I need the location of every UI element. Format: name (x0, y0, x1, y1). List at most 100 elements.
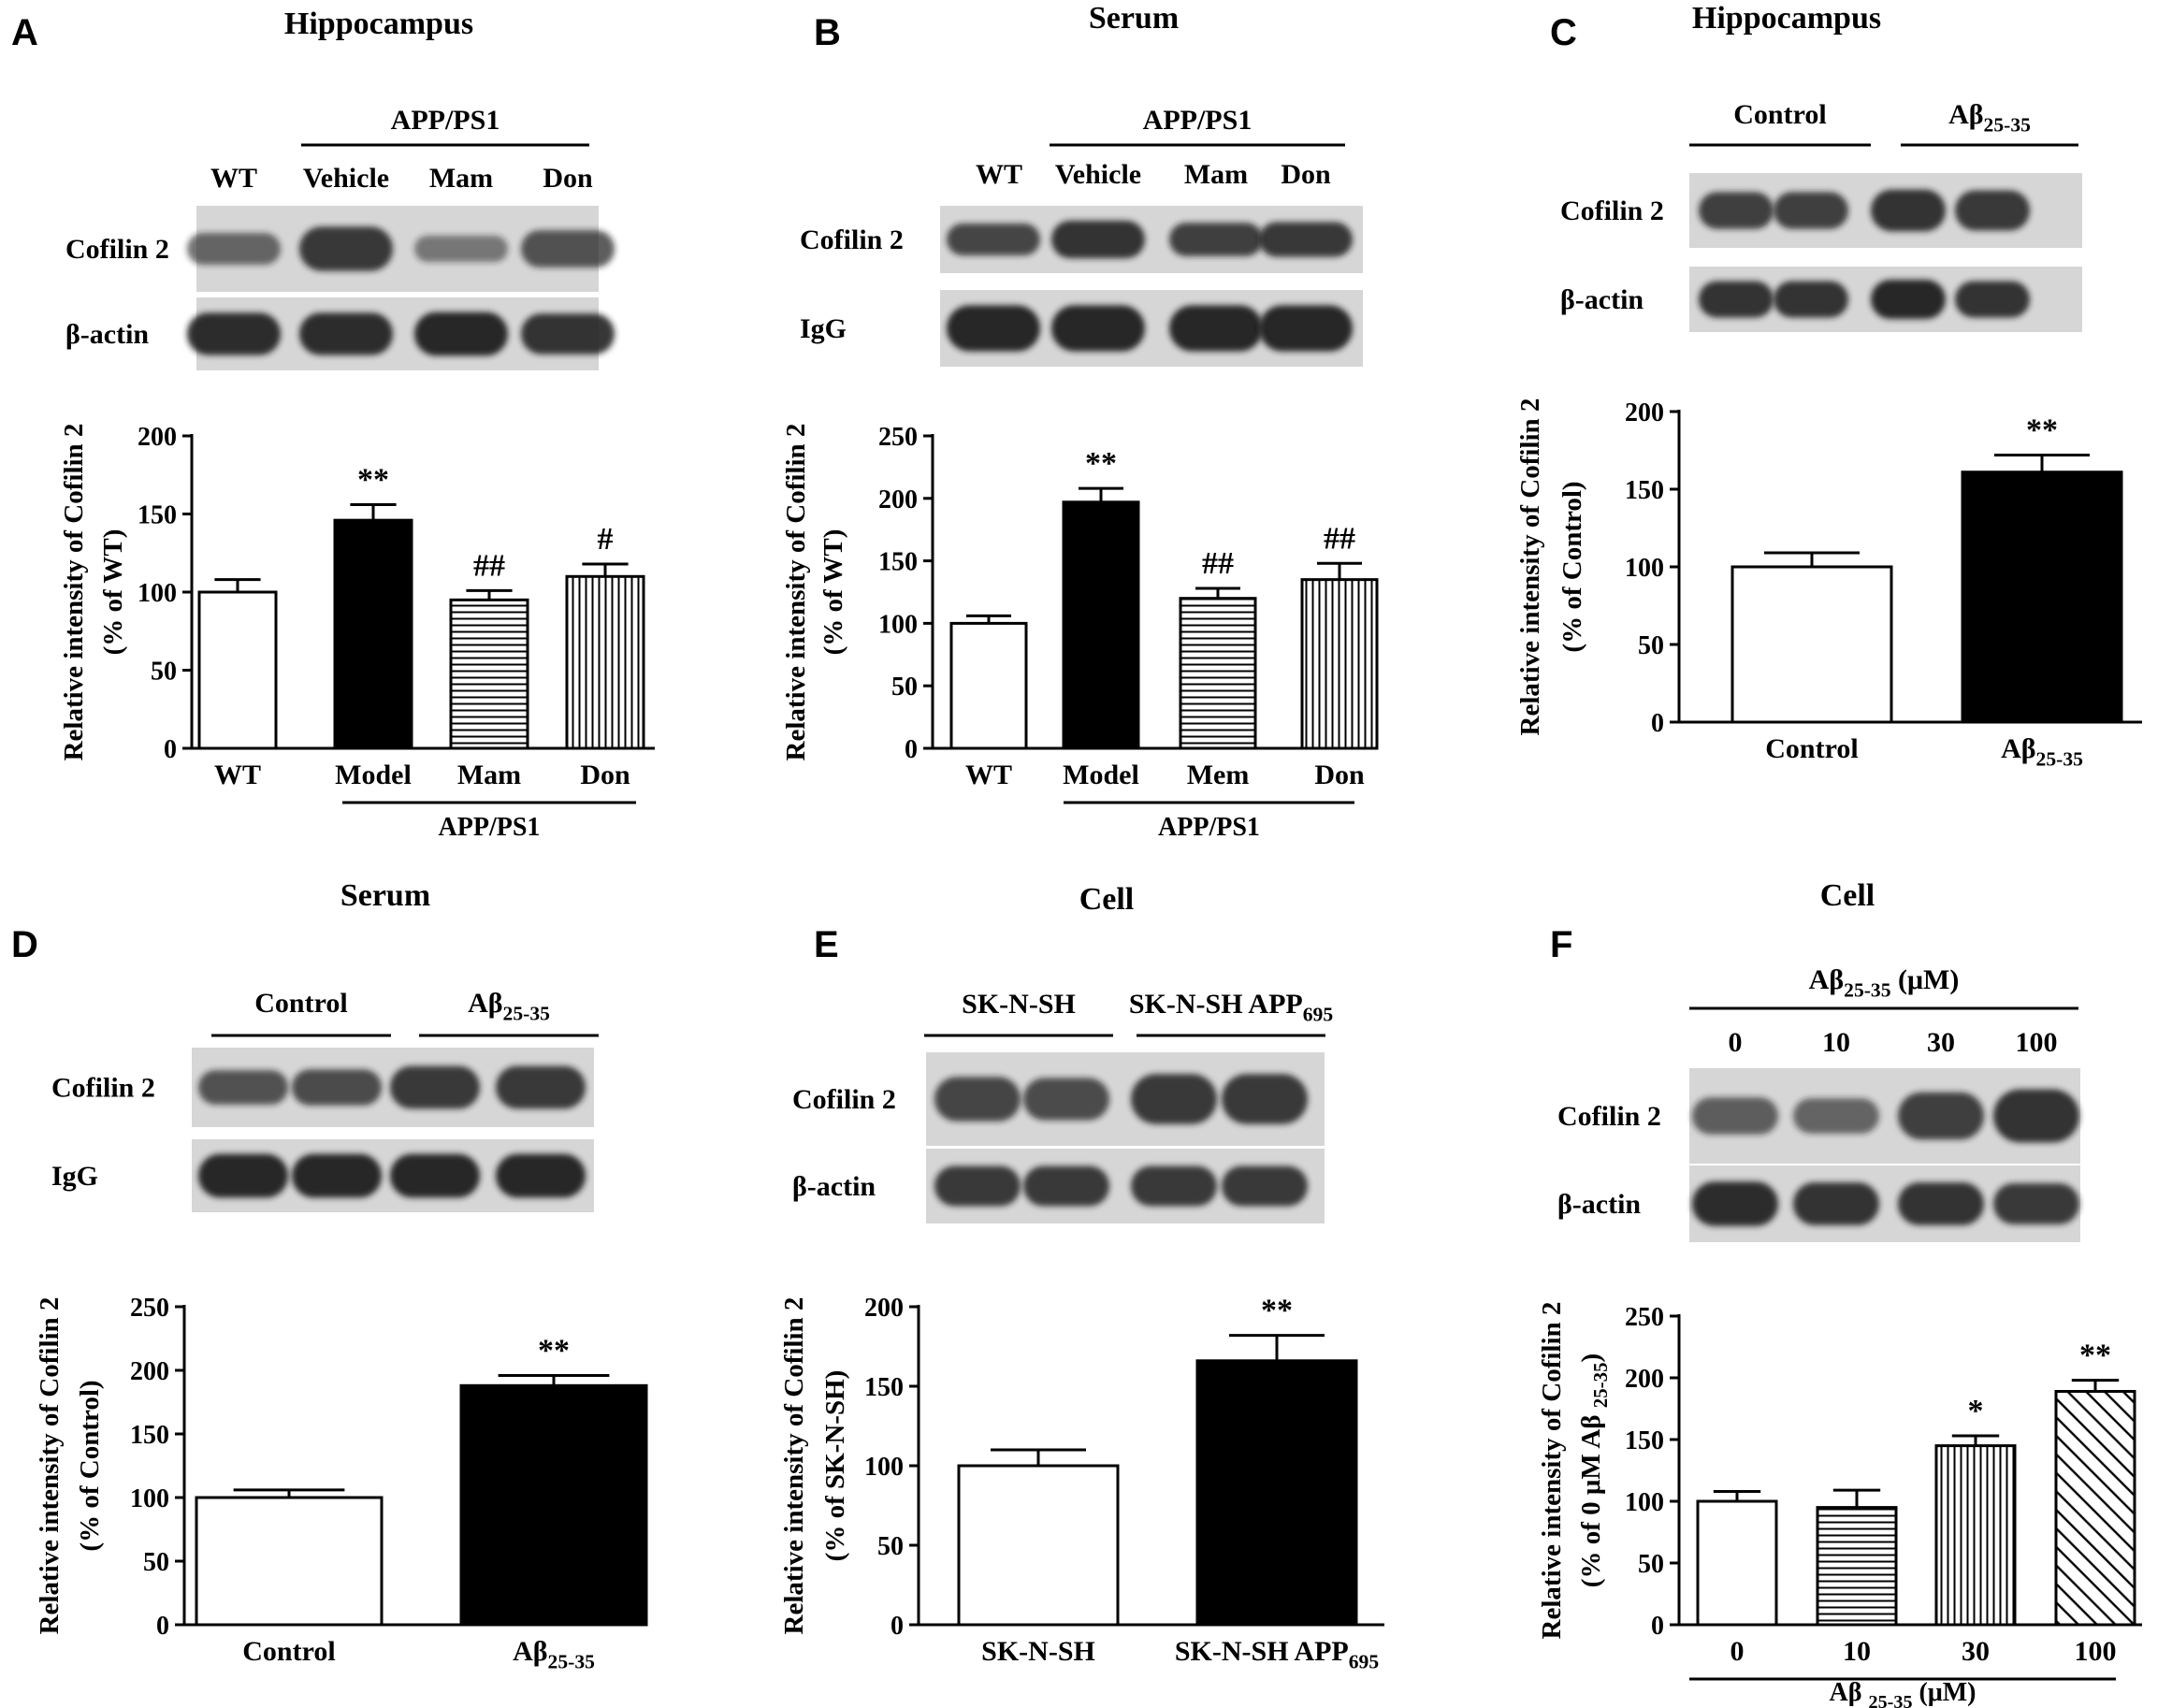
blot-band (1955, 281, 2030, 318)
blot-band (1993, 1089, 2079, 1143)
blot-band (1051, 220, 1145, 259)
blot-band (1692, 1181, 1778, 1226)
blot-band (1774, 192, 1848, 229)
y-tick-label: 250 (1625, 1303, 1664, 1332)
bar (2054, 1390, 2136, 1627)
blot-band (947, 305, 1040, 352)
blot-row-label: β-actin (1560, 284, 1643, 315)
lane-label: WT (976, 159, 1022, 190)
y-tick-label: 200 (130, 1357, 169, 1386)
y-axis-label: Relative intensity of Cofilin 2 (1515, 398, 1545, 736)
y-tick-label: 150 (878, 548, 918, 577)
blot-band (1898, 1092, 1984, 1140)
blot-band (1169, 223, 1263, 256)
lane-label: Vehicle (1055, 159, 1141, 190)
panel-title: Cell (1820, 878, 1875, 913)
blot-band (496, 1153, 586, 1198)
blot-band (1259, 305, 1353, 352)
lane-label: Mam (429, 163, 493, 194)
blot-group-label: SK-N-SH (962, 989, 1076, 1020)
blot-band (187, 233, 281, 265)
panel-letter: A (11, 12, 38, 53)
bar (1816, 1506, 1898, 1627)
bar (949, 621, 1028, 750)
panel-title: Hippocampus (1692, 1, 1881, 36)
bar (1195, 1359, 1358, 1627)
y-axis-label: Relative intensity of Cofilin 2 (35, 1297, 65, 1635)
y-tick-label: 200 (864, 1294, 904, 1323)
blot-band (187, 312, 281, 355)
y-tick-label: 100 (138, 579, 177, 608)
panel-letter: E (814, 924, 839, 965)
blot-band (947, 223, 1040, 256)
significance-label: ## (1324, 521, 1355, 556)
blot-band (1774, 281, 1848, 318)
blot-band (292, 1153, 382, 1198)
blot-band (1259, 222, 1353, 257)
blot-row-label: IgG (800, 313, 847, 344)
lane-label: 0 (1729, 1027, 1743, 1058)
panel-letter: B (814, 12, 841, 53)
blot-band (1692, 1097, 1778, 1135)
y-tick-label: 100 (864, 1453, 904, 1482)
x-category-label: WT (214, 760, 261, 790)
blot-group-label: SK-N-SH APP695 (1129, 989, 1333, 1025)
panel-e: E Cell SK-N-SH SK-N-SH APP695 Cofilin 2 β-act… (779, 882, 1384, 1672)
bar (1300, 578, 1379, 750)
blot-band (1699, 192, 1774, 229)
significance-label: # (598, 522, 614, 557)
blot-band (1222, 1165, 1308, 1207)
blot-band (1131, 1165, 1217, 1207)
y-axis-label: Relative intensity of Cofilin 2 (59, 424, 89, 761)
blot-band (292, 1069, 382, 1106)
bar (1179, 597, 1257, 750)
bar (1062, 500, 1140, 750)
panel-a: A Hippocampus APP/PS1 WT Vehicle Mam Don Cofili… (11, 7, 655, 842)
blot-band (1871, 280, 1946, 319)
blot-band (1871, 189, 1946, 232)
blot-group-label: Aβ25-35 (1948, 99, 2031, 136)
blot-band (1955, 190, 2030, 231)
x-group-label: Aβ 25-35 (μM) (1830, 1678, 1977, 1708)
y-tick-label: 100 (878, 610, 918, 639)
y-tick-label: 50 (143, 1548, 169, 1577)
blot-band (390, 1153, 480, 1198)
blot-row-label: Cofilin 2 (1560, 195, 1664, 226)
x-category-label: 30 (1962, 1636, 1990, 1667)
blot-row-label: Cofilin 2 (51, 1073, 155, 1104)
bar (1696, 1499, 1778, 1627)
y-axis-label: (% of SK-N-SH) (820, 1370, 850, 1562)
bar (957, 1464, 1120, 1627)
y-tick-label: 250 (130, 1294, 169, 1323)
blot-band (1169, 305, 1263, 352)
y-tick-label: 100 (1625, 554, 1664, 583)
y-tick-label: 200 (1625, 398, 1664, 427)
y-tick-label: 100 (1625, 1488, 1664, 1517)
blot-row-label: IgG (51, 1161, 98, 1192)
bar (1934, 1444, 2017, 1627)
lane-label: Vehicle (303, 163, 389, 194)
x-category-label: Mem (1187, 760, 1250, 790)
y-tick-label: 200 (878, 485, 918, 514)
x-category-label: 100 (2075, 1636, 2117, 1667)
x-group-label: APP/PS1 (439, 813, 541, 842)
x-category-label: Mam (457, 760, 521, 790)
bar (449, 598, 529, 750)
panel-letter: C (1550, 12, 1577, 53)
bar (333, 518, 413, 750)
blot-band (521, 313, 615, 355)
x-category-label: WT (965, 760, 1012, 790)
y-tick-label: 150 (1625, 476, 1664, 505)
blot-band (934, 1077, 1021, 1122)
lane-label: WT (210, 163, 257, 194)
significance-label: ## (1202, 546, 1234, 581)
blot-band (1993, 1182, 2079, 1225)
panel-title: Serum (340, 878, 430, 913)
blot-band (198, 1153, 288, 1198)
y-tick-label: 150 (138, 501, 177, 530)
x-category-label: Don (580, 760, 630, 790)
blot-group-label: Control (254, 988, 347, 1019)
panel-title: Cell (1079, 882, 1135, 917)
blot-band (198, 1070, 288, 1105)
